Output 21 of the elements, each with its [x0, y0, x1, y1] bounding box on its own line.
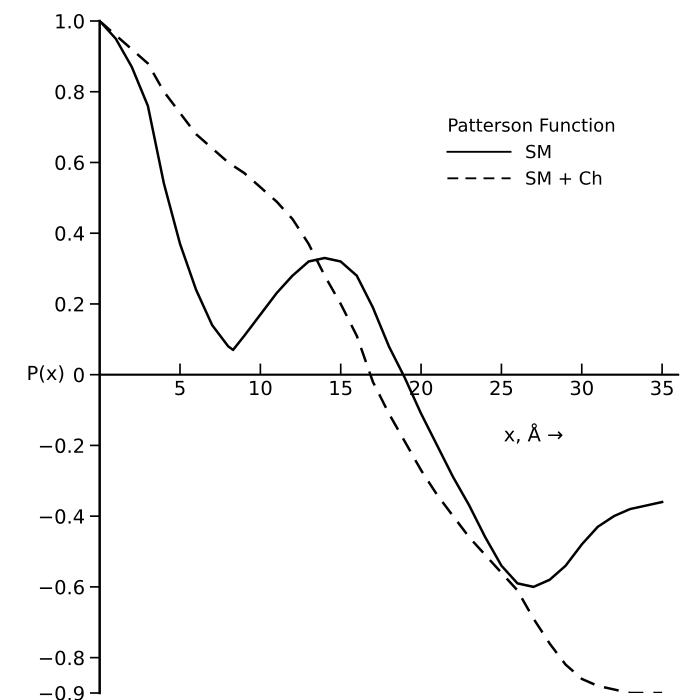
x-axis-title: x, Å →: [504, 423, 562, 444]
y-tick-label: 0.6: [55, 155, 84, 170]
legend-title: Patterson Function: [449, 118, 614, 132]
y-tick-label: 0.2: [55, 296, 84, 312]
y-tick-label: 0.4: [55, 226, 84, 241]
y-axis-title: P(x): [28, 365, 64, 383]
y-tick-label: 0.8: [55, 84, 84, 100]
x-tick-label: 35: [651, 380, 673, 396]
y-tick-label: −0.8: [40, 650, 84, 666]
x-tick-label: 5: [175, 380, 185, 396]
y-tick-label: 0: [74, 368, 84, 382]
legend-label: SM + Ch: [526, 170, 602, 185]
y-tick-label: −0.4: [40, 509, 84, 524]
x-tick-label: 15: [330, 380, 352, 396]
y-tick-label: 1.0: [56, 14, 84, 29]
x-tick-label: 10: [250, 380, 272, 396]
legend-label: SM: [526, 144, 550, 158]
y-tick-label: −0.2: [40, 438, 84, 454]
x-tick-label: 25: [490, 380, 512, 396]
x-tick-label: 30: [570, 380, 593, 396]
y-tick-label: −0.6: [40, 580, 84, 595]
